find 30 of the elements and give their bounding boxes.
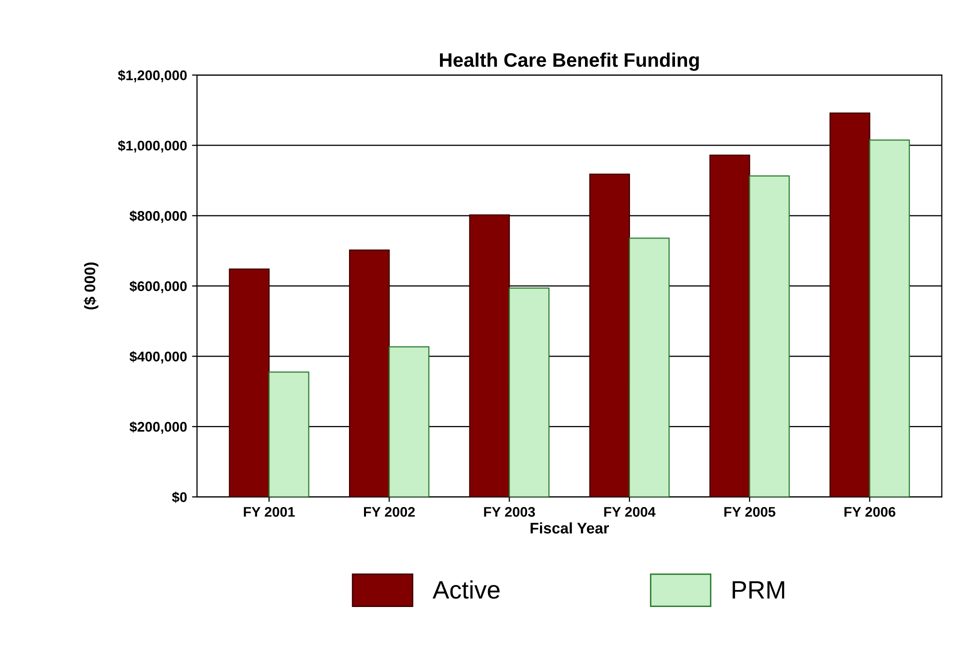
- x-tick-label: FY 2005: [724, 506, 776, 517]
- bar: [749, 175, 790, 497]
- bar: [830, 112, 870, 497]
- x-axis-title: Fiscal Year: [530, 522, 609, 534]
- bar: [349, 250, 390, 497]
- y-tick-label: $600,000: [130, 280, 187, 294]
- bar: [469, 214, 510, 497]
- y-tick-label: $1,200,000: [118, 70, 187, 82]
- bar: [628, 238, 670, 497]
- x-tick-label: FY 2001: [244, 506, 295, 517]
- bar: [709, 154, 750, 497]
- bar: [508, 288, 550, 497]
- chart-title: Health Care Benefit Funding: [440, 52, 699, 71]
- legend-label: PRM: [732, 581, 784, 598]
- x-tick-label: FY 2006: [844, 506, 896, 517]
- x-tick-label: FY 2002: [364, 506, 415, 517]
- y-tick-label: $200,000: [130, 421, 187, 434]
- bar: [869, 140, 910, 497]
- bar: [228, 268, 270, 497]
- legend-label: Active: [432, 580, 500, 599]
- y-tick-label: $0: [172, 492, 187, 503]
- x-tick-label: FY 2004: [604, 506, 656, 517]
- bar: [268, 372, 310, 497]
- x-tick-label: FY 2003: [484, 506, 535, 517]
- y-tick-label: $800,000: [130, 210, 187, 223]
- y-axis-title: ($ 000): [84, 262, 98, 310]
- y-tick-label: $1,000,000: [118, 140, 187, 153]
- bar: [589, 174, 630, 497]
- bar: [388, 346, 430, 497]
- y-tick-label: $400,000: [130, 351, 187, 364]
